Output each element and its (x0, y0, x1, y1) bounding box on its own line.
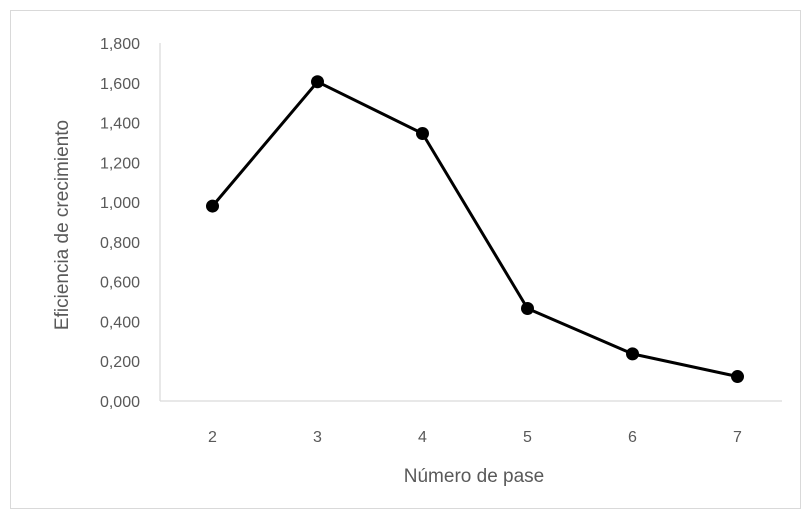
y-tick-label: 1,400 (100, 116, 140, 133)
x-tick-label: 2 (208, 429, 217, 446)
x-axis-title: Número de pase (404, 466, 544, 487)
y-tick-label: 0,600 (100, 275, 140, 292)
plot-area: 0,000 0,200 0,400 0,600 0,800 1,000 1,200 1,400… (100, 36, 782, 446)
series-line (211, 80, 738, 378)
x-tick-label: 3 (313, 429, 322, 446)
data-point (626, 347, 639, 361)
y-tick-label: 1,000 (100, 195, 140, 212)
y-tick-label: 0,800 (100, 235, 140, 252)
y-tick-label: 1,800 (100, 36, 140, 53)
data-point (311, 75, 324, 89)
x-tick-label: 4 (418, 429, 427, 446)
data-point (416, 126, 429, 140)
chart-border (10, 10, 801, 509)
data-point (731, 370, 744, 384)
data-point (206, 199, 219, 213)
y-tick-label: 1,200 (100, 155, 140, 172)
data-markers (206, 75, 744, 384)
y-tick-label: 0,000 (100, 394, 140, 411)
x-tick-label: 5 (523, 429, 532, 446)
x-tick-label: 7 (733, 429, 742, 446)
y-axis-title: Eficiencia de crecimiento (52, 120, 73, 330)
data-point (521, 302, 534, 316)
x-tick-label: 6 (628, 429, 637, 446)
x-tick-labels: 2 3 4 5 6 7 (208, 429, 742, 446)
y-tick-label: 0,400 (100, 314, 140, 331)
y-tick-label: 1,600 (100, 76, 140, 93)
y-tick-labels: 0,000 0,200 0,400 0,600 0,800 1,000 1,200 1,400… (100, 36, 140, 411)
y-tick-label: 0,200 (100, 354, 140, 371)
